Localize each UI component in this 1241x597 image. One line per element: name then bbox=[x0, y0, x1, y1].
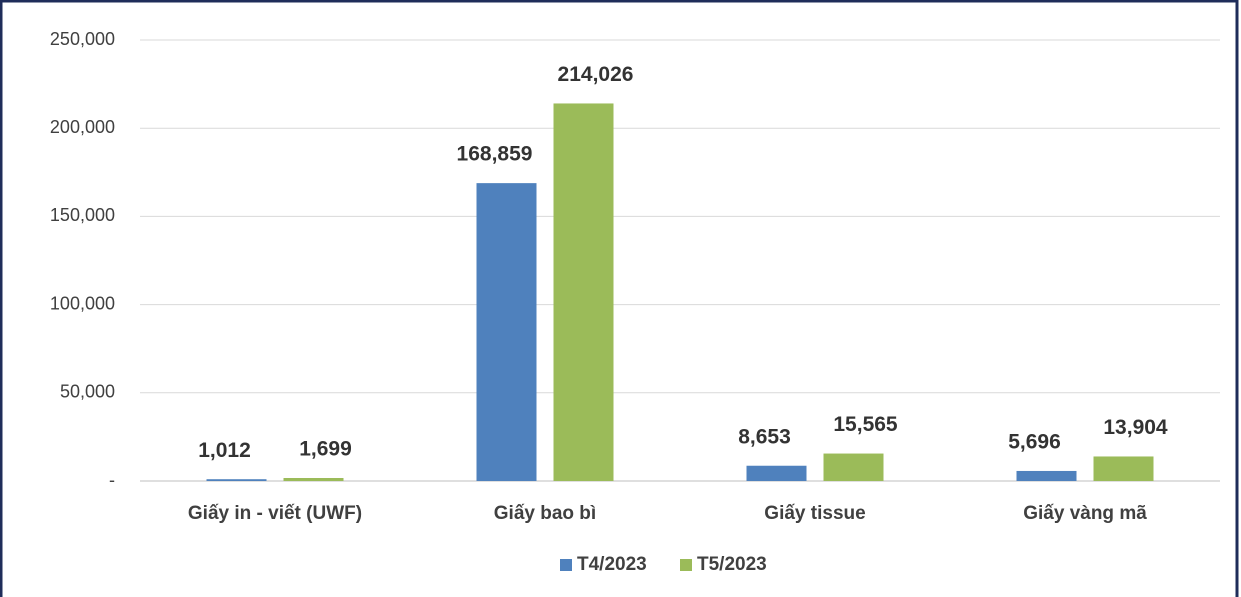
bar bbox=[1093, 456, 1154, 481]
y-tick-label: 100,000 bbox=[50, 293, 115, 313]
bar bbox=[1016, 470, 1077, 481]
value-label: 214,026 bbox=[558, 63, 634, 86]
value-label: 5,696 bbox=[1008, 430, 1061, 453]
value-label: 8,653 bbox=[738, 425, 791, 448]
value-label: 1,699 bbox=[299, 438, 352, 461]
bar bbox=[283, 478, 344, 481]
value-label: 13,904 bbox=[1103, 416, 1168, 439]
y-tick-label: - bbox=[109, 470, 115, 490]
bar bbox=[553, 103, 614, 482]
value-label: 168,859 bbox=[457, 143, 533, 166]
legend-swatch bbox=[680, 559, 692, 571]
y-tick-label: 150,000 bbox=[50, 205, 115, 225]
y-tick-label: 200,000 bbox=[50, 117, 115, 137]
bar bbox=[823, 453, 884, 481]
bar bbox=[746, 465, 807, 481]
legend-swatch bbox=[560, 559, 572, 571]
legend-label: T4/2023 bbox=[577, 554, 647, 575]
value-label: 15,565 bbox=[833, 413, 898, 436]
x-tick-label: Giấy bao bì bbox=[494, 503, 596, 524]
y-tick-label: 50,000 bbox=[60, 382, 115, 402]
x-tick-label: Giấy vàng mã bbox=[1023, 503, 1147, 524]
x-tick-label: Giấy in - viết (UWF) bbox=[188, 503, 362, 524]
legend-label: T5/2023 bbox=[697, 554, 767, 575]
bar bbox=[206, 479, 267, 481]
x-tick-label: Giấy tissue bbox=[764, 503, 865, 524]
value-label: 1,012 bbox=[198, 439, 251, 462]
bar bbox=[476, 183, 537, 481]
y-tick-label: 250,000 bbox=[50, 29, 115, 49]
